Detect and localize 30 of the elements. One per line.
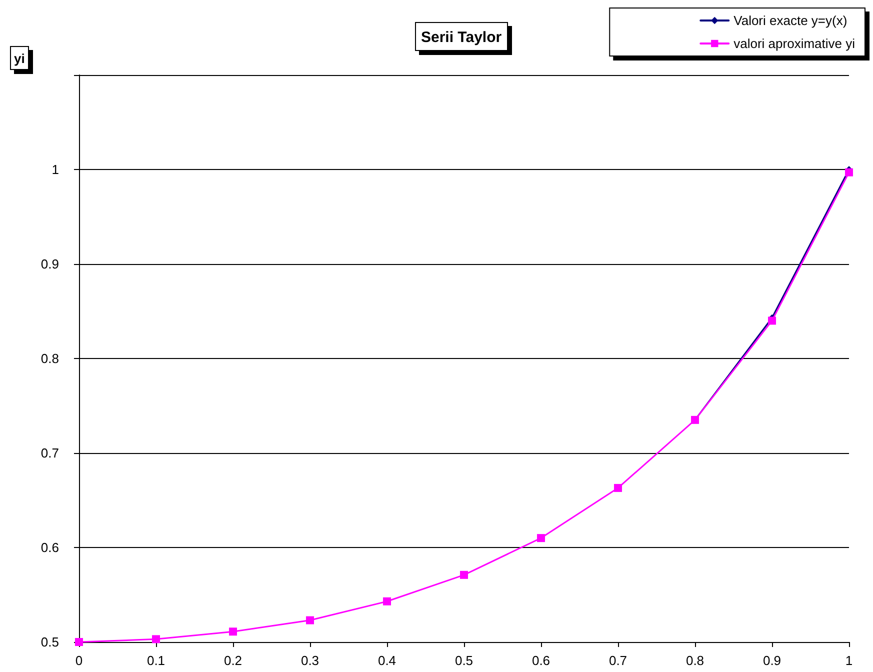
point	[537, 534, 545, 542]
y-tick-label: 0.9	[40, 256, 59, 272]
x-tick-label: 0.7	[608, 653, 628, 668]
legend-label: valori aproximative yi	[734, 36, 856, 51]
x-tick-label: 0.3	[300, 653, 320, 668]
x-tick-label: 0.9	[762, 653, 782, 668]
point	[460, 570, 468, 579]
x-tick-label: 0	[75, 653, 83, 668]
point	[306, 616, 314, 624]
y-tick-label: 0.7	[40, 446, 59, 460]
y-axis-title: yi	[14, 51, 25, 66]
point	[845, 168, 853, 176]
point	[152, 635, 160, 644]
x-tick-label: 1	[845, 653, 853, 668]
legend-label: Valori exacte y=y(x)	[734, 13, 848, 28]
y-tick-label: 0.8	[40, 351, 59, 366]
x-tick-label: 0.4	[378, 653, 396, 668]
y-tick-label: 0.6	[40, 540, 59, 555]
point	[614, 484, 622, 492]
x-tick-label: 0.2	[224, 653, 242, 668]
point	[383, 597, 391, 606]
chart-title: Serii Taylor	[421, 29, 502, 46]
y-tick-label: 1	[52, 162, 59, 177]
x-tick-label: 0.5	[454, 653, 474, 668]
point	[229, 628, 237, 636]
x-tick-label: 0.1	[146, 653, 166, 668]
x-tick-label: 0.6	[532, 653, 550, 668]
y-tick-label: 0.5	[40, 634, 59, 650]
point	[768, 316, 776, 325]
x-tick-label: 0.8	[686, 653, 704, 668]
